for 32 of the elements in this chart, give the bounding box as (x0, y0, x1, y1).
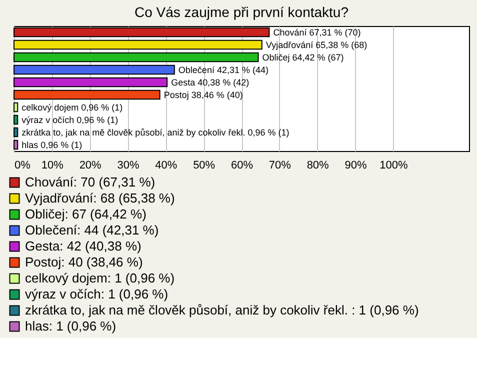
legend-label: hlas: 1 (0,96 %) (25, 318, 116, 334)
category-label: Chování 67,31 % (70) (273, 27, 361, 38)
category-label: Obličej 64,42 % (67) (262, 52, 344, 62)
legend-label: celkový dojem: 1 (0,96 %) (25, 270, 175, 286)
x-tick-label: 80% (306, 160, 330, 172)
category-label: zkrátka to, jak na mě člověk působí, aniž by cokoliv řekl. 0,96 % (1) (22, 127, 290, 138)
legend-label: Obličej: 67 (64,42 %) (25, 206, 146, 222)
category-label: Gesta 40,38 % (42) (171, 77, 250, 88)
legend-label: Gesta: 42 (40,38 %) (25, 238, 142, 254)
x-tick-label: 60% (230, 160, 254, 172)
category-label: výraz v očích 0,96 % (1) (22, 114, 118, 125)
x-tick-label: 50% (193, 160, 216, 172)
chart-title: Co Vás zaujme při první kontaktu? (134, 4, 349, 20)
legend-label: Oblečení: 44 (42,31 %) (25, 222, 159, 238)
x-tick-label: 0% (14, 160, 31, 172)
x-tick-label: 90% (344, 160, 367, 172)
category-label: celkový dojem 0,96 % (1) (22, 102, 123, 112)
x-tick-label: 10% (41, 160, 64, 172)
category-label: Postoj 38,46 % (40) (164, 90, 243, 100)
legend-label: výraz v očích: 1 (0,96 %) (25, 286, 168, 302)
x-tick-label: 30% (117, 160, 140, 172)
legend-label: Postoj: 40 (38,46 %) (25, 254, 143, 270)
x-tick-label: 40% (155, 160, 178, 172)
x-tick-label: 100% (380, 160, 408, 172)
legend-label: zkrátka to, jak na mě člověk působí, aniž by cokoliv řekl. : 1 (0,96 %) (25, 302, 419, 318)
x-tick-label: 20% (79, 160, 102, 172)
category-label: Oblečení 42,31 % (44) (178, 64, 268, 75)
category-label: Vyjadřování 65,38 % (68) (266, 40, 368, 50)
x-tick-label: 70% (268, 160, 292, 172)
legend-label: Vyjadřování: 68 (65,38 %) (25, 190, 175, 206)
legend-label: Chování: 70 (67,31 %) (25, 174, 156, 190)
category-label: hlas 0,96 % (1) (22, 140, 82, 150)
